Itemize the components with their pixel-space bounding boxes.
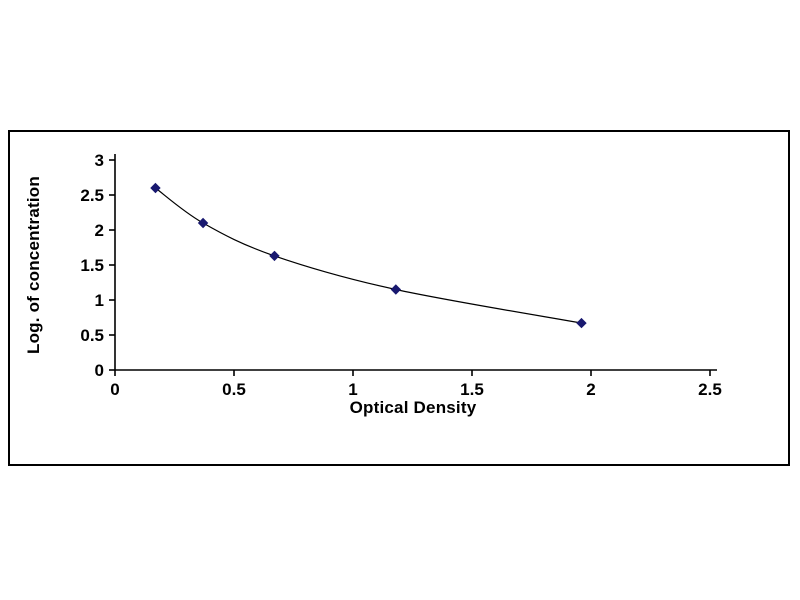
y-tick-label: 2.5 (80, 186, 104, 205)
y-tick-label: 0 (95, 361, 104, 380)
y-tick-label: 0.5 (80, 326, 104, 345)
data-point-marker (197, 217, 209, 229)
curve-line (155, 187, 582, 324)
y-tick-label: 1.5 (80, 256, 104, 275)
data-point-marker (390, 284, 402, 295)
x-tick-label: 2.5 (698, 380, 722, 399)
standard-curve-chart: 0 0.5 1 1.5 2 2.5 0 0.5 1 1.5 2 2.5 3 (80, 151, 722, 399)
x-tick-label: 0 (110, 380, 119, 399)
data-point-marker (150, 182, 161, 194)
data-point-marker (576, 317, 587, 329)
chart-figure: 0 0.5 1 1.5 2 2.5 0 0.5 1 1.5 2 2.5 3 Log. of concen… (8, 130, 790, 466)
data-point-marker (269, 250, 280, 262)
x-tick-label: 1 (348, 380, 357, 399)
x-tick-label: 0.5 (222, 380, 246, 399)
x-tick-label: 2 (586, 380, 595, 399)
y-tick-label: 1 (95, 291, 104, 310)
x-tick-label: 1.5 (460, 380, 484, 399)
y-tick-label: 3 (95, 151, 104, 170)
x-axis-title: Optical Density (349, 398, 477, 417)
y-axis-title: Log. of concentration (24, 176, 43, 354)
y-tick-label: 2 (95, 221, 104, 240)
